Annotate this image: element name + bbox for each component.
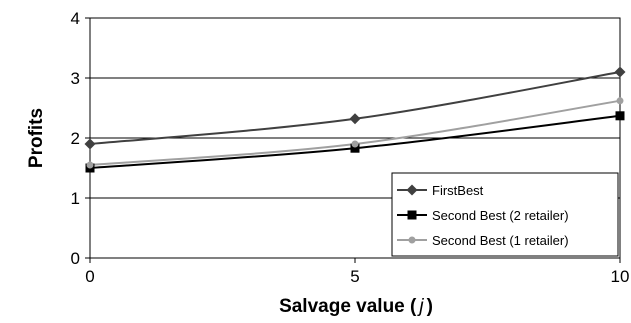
legend-box xyxy=(391,172,619,257)
axes: 0 1 2 3 4 0 5 10 xyxy=(71,9,630,286)
data-point-0-2 xyxy=(614,66,626,78)
x-axis-title-main: Salvage value ( xyxy=(279,296,417,317)
x-axis-title-variable: j xyxy=(416,296,424,317)
data-point-0-0 xyxy=(84,138,96,150)
legend-marker-1 xyxy=(407,210,417,220)
x-axis-title-close: ) xyxy=(427,296,433,317)
data-point-1-2 xyxy=(615,111,625,121)
data-point-1-1 xyxy=(350,143,360,153)
y-tick-label-2: 2 xyxy=(71,129,80,148)
legend-label-0: FirstBest xyxy=(432,183,484,198)
y-tick-label-1: 1 xyxy=(71,189,80,208)
y-tick-label-3: 3 xyxy=(71,69,80,88)
legend-marker-0 xyxy=(406,184,418,196)
y-tick-label-0: 0 xyxy=(71,249,80,268)
x-tick-label-0: 0 xyxy=(85,267,94,286)
data-point-2-1 xyxy=(351,140,359,148)
x-tick-label-5: 5 xyxy=(350,267,359,286)
data-point-2-2 xyxy=(616,97,624,105)
legend-label-2: Second Best (1 retailer) xyxy=(432,233,569,248)
legend: FirstBest Second Best (2 retailer) Second … xyxy=(391,172,619,257)
y-tick-label-4: 4 xyxy=(71,9,80,28)
series-markers xyxy=(84,66,626,173)
x-axis-title: Salvage value (j) xyxy=(279,296,433,317)
y-axis-title: Profits xyxy=(26,108,47,168)
x-tick-label-10: 10 xyxy=(611,267,630,286)
legend-marker-2 xyxy=(408,236,416,244)
legend-label-1: Second Best (2 retailer) xyxy=(432,208,569,223)
data-point-2-0 xyxy=(86,161,94,169)
data-point-0-1 xyxy=(349,113,361,125)
